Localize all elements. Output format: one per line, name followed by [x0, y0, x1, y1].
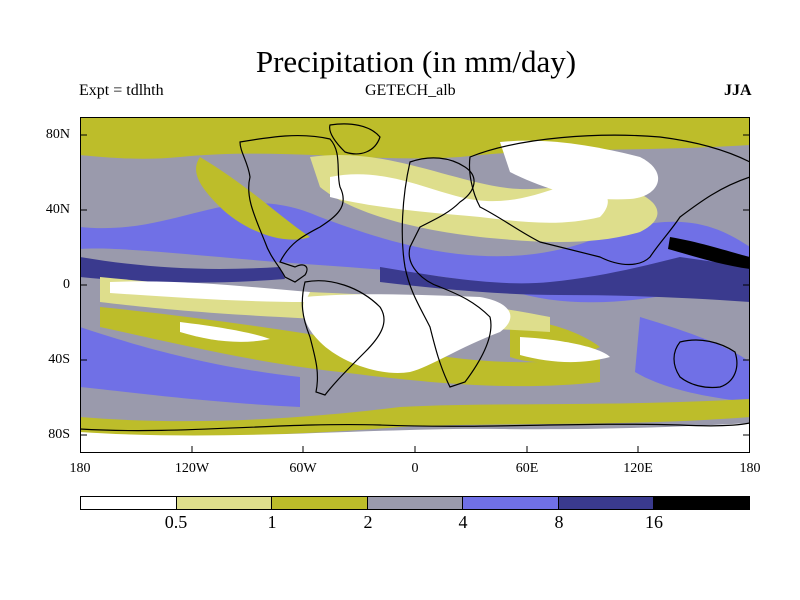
- colorbar-label: 0.5: [164, 512, 188, 532]
- experiment-label: Expt = tdlhth: [79, 82, 164, 99]
- lat-label: 0: [63, 277, 70, 292]
- precipitation-map: [80, 117, 750, 453]
- colorbar: [80, 496, 750, 510]
- coastlines: [80, 123, 750, 432]
- colorbar-label: 1: [267, 512, 277, 532]
- colorbar-segment: [176, 497, 273, 509]
- precip-region-dry: [110, 281, 310, 302]
- precip-region-16mm: [380, 257, 750, 302]
- colorbar-label: 2: [363, 512, 373, 532]
- lat-ticks: [80, 134, 750, 436]
- lon-label: 60E: [515, 461, 539, 476]
- precip-region-8mm: [80, 327, 300, 407]
- colorbar-label: 16: [645, 512, 663, 532]
- colorbar-segment: [558, 497, 655, 509]
- colorbar-label: 4: [458, 512, 468, 532]
- chart-title: Precipitation (in mm/day): [255, 44, 577, 79]
- dataset-label: GETECH_alb: [365, 82, 456, 99]
- precip-region-8mm: [635, 317, 750, 402]
- lon-label: 60W: [289, 461, 317, 476]
- precip-region-dry: [80, 423, 750, 453]
- precip-region-16mm: [80, 257, 285, 283]
- lon-ticks: [191, 446, 639, 453]
- precip-region-dry: [180, 322, 270, 342]
- lat-label: 40S: [48, 352, 70, 367]
- lon-label: 0: [411, 461, 419, 476]
- precip-region-dry: [520, 337, 610, 363]
- lon-label: 120W: [174, 461, 210, 476]
- colorbar-segment: [654, 497, 750, 509]
- precip-region-dry: [500, 140, 659, 200]
- precip-region-2mm: [196, 157, 310, 240]
- precip-region-dry: [303, 294, 511, 373]
- colorbar-label: 8: [554, 512, 564, 532]
- colorbar-segment: [367, 497, 464, 509]
- precip-region-dry: [330, 174, 608, 223]
- colorbar-segment: [272, 497, 368, 509]
- lon-label: 120E: [623, 461, 653, 476]
- lat-label: 40N: [45, 202, 70, 217]
- colorbar-segment: [81, 497, 177, 509]
- colorbar-segment: [463, 497, 559, 509]
- season-label: JJA: [724, 82, 752, 99]
- lat-label: 80S: [48, 427, 70, 442]
- precip-region-2mm: [80, 399, 750, 436]
- lon-label: 180: [69, 461, 91, 476]
- precip-region-16mm: [668, 237, 750, 269]
- lon-label: 180: [739, 461, 761, 476]
- lat-label: 80N: [45, 127, 70, 142]
- precip-region-8mm: [80, 203, 750, 303]
